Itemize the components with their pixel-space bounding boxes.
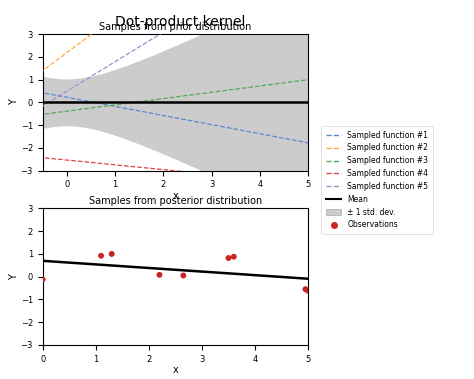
Point	[180, 273, 187, 279]
X-axis label: x: x	[173, 365, 178, 375]
Point	[230, 254, 237, 260]
Point	[97, 253, 105, 259]
Y-axis label: Y: Y	[9, 99, 19, 105]
Point	[108, 251, 116, 257]
Y-axis label: Y: Y	[9, 274, 19, 280]
Point	[304, 288, 312, 294]
Point	[39, 276, 46, 282]
Title: Samples from posterior distribution: Samples from posterior distribution	[89, 196, 262, 206]
Point	[301, 286, 309, 292]
Text: Dot-product kernel: Dot-product kernel	[115, 15, 246, 29]
Point	[225, 255, 232, 261]
Point	[155, 272, 163, 278]
Legend: Sampled function #1, Sampled function #2, Sampled function #3, Sampled function : Sampled function #1, Sampled function #2…	[321, 126, 433, 234]
Title: Samples from prior distribution: Samples from prior distribution	[99, 22, 252, 32]
X-axis label: x: x	[173, 191, 178, 200]
